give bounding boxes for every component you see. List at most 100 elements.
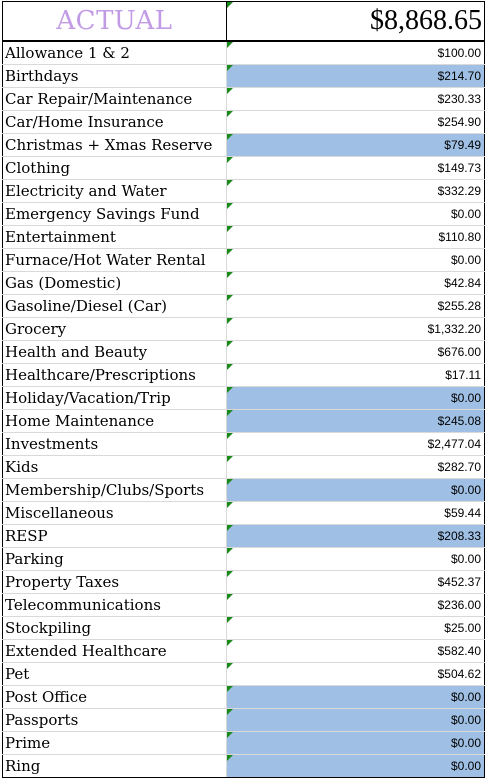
amount-cell[interactable]: $79.49 [226,133,485,157]
category-cell[interactable]: Entertainment [2,225,227,249]
category-cell[interactable]: Property Taxes [2,570,227,594]
amount-cell[interactable]: $332.29 [226,179,485,203]
amount-cell[interactable]: $0.00 [226,547,485,571]
amount-cell[interactable]: $0.00 [226,202,485,226]
note-marker-icon [227,203,233,209]
amount-value: $110.80 [438,230,482,244]
amount-cell[interactable]: $214.70 [226,64,485,88]
amount-cell[interactable]: $42.84 [226,271,485,295]
category-cell[interactable]: Electricity and Water [2,179,227,203]
category-cell[interactable]: Passports [2,708,227,732]
amount-cell[interactable]: $0.00 [226,708,485,732]
amount-cell[interactable]: $149.73 [226,156,485,180]
amount-cell[interactable]: $1,332.20 [226,317,485,341]
amount-cell[interactable]: $17.11 [226,363,485,387]
table-row: Clothing $149.73 [2,156,485,180]
amount-value: $245.08 [437,414,481,428]
note-marker-icon [227,226,233,232]
category-cell[interactable]: Health and Beauty [2,340,227,364]
category-cell[interactable]: Membership/Clubs/Sports [2,478,227,502]
category-cell[interactable]: Holiday/Vacation/Trip [2,386,227,410]
table-row: Gas (Domestic) $42.84 [2,271,485,295]
category-cell[interactable]: Telecommunications [2,593,227,617]
amount-cell[interactable]: $25.00 [226,616,485,640]
amount-cell[interactable]: $230.33 [226,87,485,111]
amount-value: $59.44 [444,506,481,520]
category-cell[interactable]: Stockpiling [2,616,227,640]
category-cell[interactable]: Investments [2,432,227,456]
amount-cell[interactable]: $245.08 [226,409,485,433]
category-cell[interactable]: Car/Home Insurance [2,110,227,134]
amount-cell[interactable]: $59.44 [226,501,485,525]
table-row: Grocery $1,332.20 [2,317,485,341]
header-label-cell[interactable]: ACTUAL [2,1,227,42]
category-cell[interactable]: Post Office [2,685,227,709]
amount-cell[interactable]: $0.00 [226,685,485,709]
amount-cell[interactable]: $0.00 [226,386,485,410]
note-marker-icon [227,65,233,71]
amount-value: $0.00 [450,736,481,750]
amount-cell[interactable]: $0.00 [226,248,485,272]
note-marker-icon [227,318,233,324]
note-marker-icon [227,502,233,508]
category-cell[interactable]: Prime [2,731,227,755]
category-cell[interactable]: Clothing [2,156,227,180]
category-cell[interactable]: Car Repair/Maintenance [2,87,227,111]
table-row: Property Taxes $452.37 [2,570,485,594]
category-cell[interactable]: Pet [2,662,227,686]
amount-cell[interactable]: $254.90 [226,110,485,134]
category-cell[interactable]: Parking [2,547,227,571]
category-cell[interactable]: Furnace/Hot Water Rental [2,248,227,272]
category-cell[interactable]: Gas (Domestic) [2,271,227,295]
note-marker-icon [227,2,233,8]
category-cell[interactable]: Miscellaneous [2,501,227,525]
total-amount: $8,868.65 [370,5,482,36]
amount-cell[interactable]: $0.00 [226,731,485,755]
category-cell[interactable]: Kids [2,455,227,479]
category-cell[interactable]: Christmas + Xmas Reserve [2,133,227,157]
amount-cell[interactable]: $110.80 [226,225,485,249]
header-total-cell[interactable]: $8,868.65 [226,1,485,42]
table-row: Kids $282.70 [2,455,485,479]
amount-cell[interactable]: $255.28 [226,294,485,318]
amount-cell[interactable]: $452.37 [226,570,485,594]
note-marker-icon [227,548,233,554]
note-marker-icon [227,157,233,163]
category-cell[interactable]: Emergency Savings Fund [2,202,227,226]
category-cell[interactable]: Birthdays [2,64,227,88]
table-row: Home Maintenance $245.08 [2,409,485,433]
category-cell[interactable]: Grocery [2,317,227,341]
table-row: Prime $0.00 [2,731,485,755]
note-marker-icon [227,42,233,48]
category-cell[interactable]: Gasoline/Diesel (Car) [2,294,227,318]
amount-cell[interactable]: $0.00 [226,478,485,502]
table-row: Car/Home Insurance $254.90 [2,110,485,134]
amount-value: $282.70 [437,460,481,474]
amount-cell[interactable]: $676.00 [226,340,485,364]
note-marker-icon [227,410,233,416]
amount-cell[interactable]: $100.00 [226,40,485,65]
amount-cell[interactable]: $504.62 [226,662,485,686]
category-cell[interactable]: Home Maintenance [2,409,227,433]
note-marker-icon [227,433,233,439]
category-cell[interactable]: RESP [2,524,227,548]
category-cell[interactable]: Allowance 1 & 2 [2,40,227,65]
amount-cell[interactable]: $2,477.04 [226,432,485,456]
amount-cell[interactable]: $282.70 [226,455,485,479]
amount-value: $0.00 [450,759,481,773]
category-cell[interactable]: Ring [2,754,227,778]
amount-cell[interactable]: $0.00 [226,754,485,778]
amount-value: $17.11 [445,368,481,382]
table-row: Emergency Savings Fund $0.00 [2,202,485,226]
category-cell[interactable]: Extended Healthcare [2,639,227,663]
note-marker-icon [227,709,233,715]
amount-cell[interactable]: $582.40 [226,639,485,663]
category-cell[interactable]: Healthcare/Prescriptions [2,363,227,387]
table-row: Telecommunications $236.00 [2,593,485,617]
amount-value: $230.33 [437,92,481,106]
amount-cell[interactable]: $236.00 [226,593,485,617]
amount-value: $236.00 [437,598,481,612]
amount-cell[interactable]: $208.33 [226,524,485,548]
amount-value: $100.00 [437,46,481,60]
